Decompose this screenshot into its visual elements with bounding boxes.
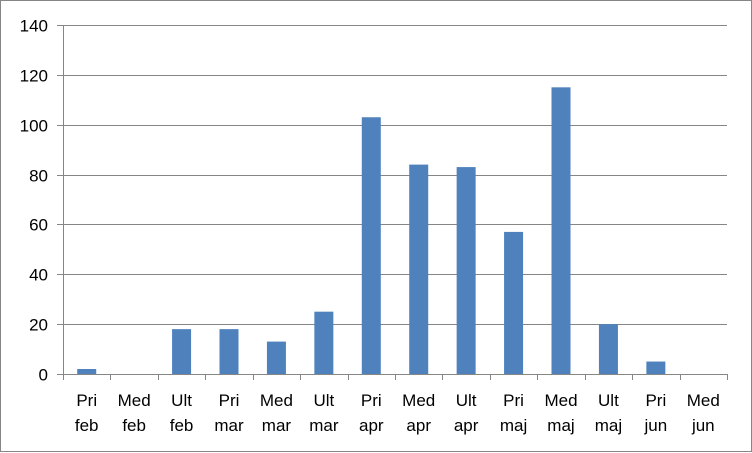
x-tick-label: apr <box>454 416 479 435</box>
bar <box>456 167 476 374</box>
y-tick-labels: 0 20 40 60 80 100 120 140 <box>20 17 48 385</box>
bar <box>551 87 571 374</box>
x-tick-label: apr <box>406 416 431 435</box>
x-tick-label: Ult <box>456 391 477 410</box>
x-tick-label: feb <box>75 416 99 435</box>
y-tick-label: 40 <box>29 266 48 285</box>
x-tick-label: mar <box>309 416 339 435</box>
x-tick-label: Pri <box>361 391 382 410</box>
x-tick-label: Pri <box>645 391 666 410</box>
x-tick-label: Pri <box>76 391 97 410</box>
bar <box>266 341 286 374</box>
bar <box>409 164 429 374</box>
x-tick-labels: PrifebMedfebUltfebPrimarMedmarUltmarPria… <box>75 391 720 435</box>
x-tick-label: Pri <box>219 391 240 410</box>
x-tick-label: jun <box>644 416 668 435</box>
bar <box>172 329 192 374</box>
x-tick-label: Med <box>544 391 577 410</box>
x-tick-label: maj <box>500 416 527 435</box>
x-tick-label: mar <box>214 416 244 435</box>
y-tick-label: 140 <box>20 17 48 36</box>
x-tick-label: feb <box>170 416 194 435</box>
x-tick-label: Ult <box>313 391 334 410</box>
x-tick-label: mar <box>262 416 292 435</box>
y-tick-label: 80 <box>29 167 48 186</box>
x-tick-label: apr <box>359 416 384 435</box>
y-tick-label: 120 <box>20 67 48 86</box>
y-tick-label: 0 <box>39 366 48 385</box>
x-tick-label: Pri <box>503 391 524 410</box>
bar <box>504 231 524 374</box>
x-tick-label: Med <box>402 391 435 410</box>
bar <box>361 117 381 375</box>
x-tick-label: feb <box>122 416 146 435</box>
bar <box>598 324 618 374</box>
x-tick-label: Ult <box>171 391 192 410</box>
y-tick-label: 60 <box>29 216 48 235</box>
gridlines <box>63 25 727 325</box>
y-tick-label: 100 <box>20 117 48 136</box>
bar <box>646 361 666 374</box>
x-tick-label: jun <box>691 416 715 435</box>
x-tick-label: Med <box>687 391 720 410</box>
x-tick-label: maj <box>547 416 574 435</box>
axes <box>57 25 728 380</box>
bar <box>314 311 334 374</box>
x-tick-label: Med <box>118 391 151 410</box>
x-tick-label: Med <box>260 391 293 410</box>
bar <box>77 369 97 374</box>
bars <box>77 87 666 375</box>
x-tick-label: maj <box>595 416 622 435</box>
x-tick-label: Ult <box>598 391 619 410</box>
y-tick-label: 20 <box>29 316 48 335</box>
bar <box>219 329 239 374</box>
